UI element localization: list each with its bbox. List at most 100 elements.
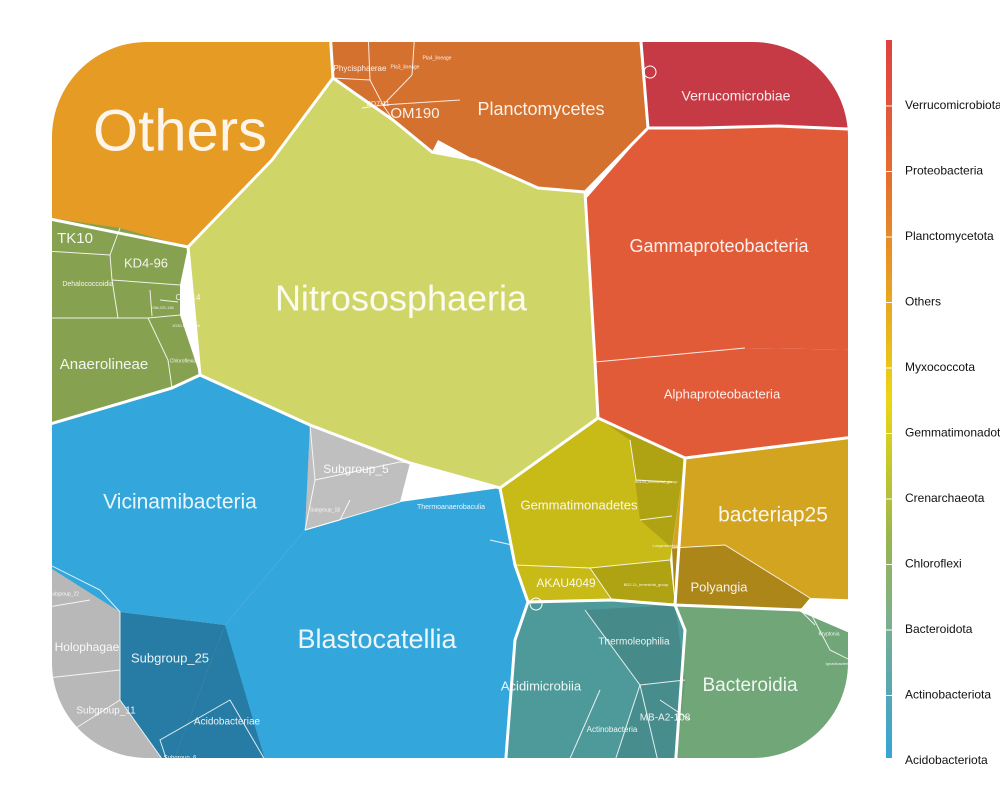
cell-bacteroidia (675, 605, 848, 758)
label-kryptonia: Kryptonia (818, 631, 839, 637)
class-border-17 (639, 515, 673, 521)
cell-vicinamibacteria (52, 375, 310, 625)
cell-shade-gemmatimonadota-3 (598, 418, 685, 548)
treemap-cells (52, 42, 848, 758)
label-thermoleophilia: Thermoleophilia (598, 637, 670, 648)
legend-label-crenarchaeota: Crenarchaeota (905, 491, 985, 505)
label-planctomycetes: Planctomycetes (477, 99, 604, 119)
phylum-border-6 (498, 457, 687, 607)
phylum-border-0 (52, 42, 335, 249)
class-border-23 (314, 461, 401, 481)
label-bd7-11: BD7-11 (366, 101, 389, 108)
label-verrucomicrobiae: Verrucomicrobiae (682, 88, 791, 104)
class-border-15 (589, 567, 613, 601)
label-subgroup-18: Subgroup_18 (310, 507, 340, 513)
phylum-border-10 (799, 598, 848, 612)
class-border-8 (111, 279, 181, 286)
label-blastocatellia: Blastocatellia (297, 624, 457, 654)
legend-label-gemmatimonadota: Gemmatimonadota (905, 426, 1000, 440)
label-alphaproteobacteria: Alphaproteobacteria (664, 386, 781, 401)
label-phycisphaerae: Phycisphaerae (334, 64, 387, 73)
cell-others (52, 42, 333, 247)
label-holophagae: Holophagae (55, 640, 120, 654)
class-border-34 (639, 679, 686, 686)
cell-shade-myxococcota-5 (672, 545, 810, 610)
cell-labels: Others Verrucomicrobiae Planctomycetes OM19… (49, 55, 852, 758)
class-border-2 (332, 77, 461, 106)
cell-shade-actinobacteriota-7 (612, 680, 685, 758)
class-border-tiny-cell-2 (529, 597, 543, 611)
label-longimicrobia: Longimicrobia (653, 543, 679, 548)
label-thermoanaerobaculia: Thermoanaerobaculia (417, 504, 485, 511)
phylum-border-9 (673, 604, 687, 758)
legend-label-planctomycetota: Planctomycetota (905, 229, 994, 243)
class-border-32 (489, 539, 513, 546)
cell-shade-actinobacteriota-6 (585, 605, 685, 685)
cell-polyangia (672, 545, 810, 610)
legend-label-bacteroidota: Bacteroidota (905, 622, 973, 636)
label-bacteroidia: Bacteroidia (702, 675, 797, 696)
class-border-4 (382, 74, 413, 106)
phylum-border-5 (52, 373, 201, 432)
class-border-25 (304, 499, 351, 531)
label-gammaproteobacteria: Gammaproteobacteria (629, 236, 809, 256)
class-border-31 (159, 699, 266, 758)
cell-acidimicrobiia (505, 600, 685, 758)
label-myxococcia: Myxococcia (814, 606, 846, 612)
label-pla4-lineage: Pla4_lineage (423, 55, 452, 61)
cell-gammaproteobacteria (585, 126, 848, 362)
label-acidimicrobiia: Acidimicrobiia (501, 678, 582, 693)
class-border-6 (109, 227, 121, 319)
label-acidobacteriae: Acidobacteriae (194, 717, 261, 728)
class-border-37 (659, 699, 691, 721)
cell-pla3-lineage (368, 42, 415, 105)
label-olb14: OLB14 (176, 293, 201, 302)
label-subgroup-5: Subgroup_5 (323, 462, 389, 476)
label-subgroup-22: Subgroup_22 (49, 591, 79, 597)
label-anaerolineae: Anaerolineae (60, 356, 148, 373)
label-nitrososphaeria: Nitrososphaeria (275, 278, 528, 319)
legend-label-proteobacteria: Proteobacteria (905, 164, 983, 178)
cell-subgroup-25 (120, 612, 225, 758)
legend-label-acidobacteriota: Acidobacteriota (905, 753, 988, 767)
class-border-26 (399, 489, 413, 503)
label-vicinamibacteria: Vicinamibacteria (103, 491, 257, 514)
phylum-border-7 (503, 601, 530, 758)
label-kd4-96: KD4-96 (124, 255, 168, 270)
label-ignavibacteria: Ignavibacteria (826, 661, 852, 666)
cell-shade-acidobacteriota-0 (305, 425, 410, 530)
phylum-border-2 (648, 124, 848, 132)
label-subgroup-11: Subgroup_11 (76, 706, 136, 717)
class-border-35 (639, 684, 661, 758)
label-jg30-kf-cm66: JG30-KF-CM66 (172, 323, 201, 328)
cell-tk10 (52, 215, 120, 255)
phylum-border-1 (332, 42, 650, 194)
cell-blastocatellia (170, 488, 528, 758)
class-border-3 (367, 42, 371, 81)
cell-shade-acidobacteriota-2 (120, 612, 265, 758)
legend-label-chloroflexi: Chloroflexi (905, 557, 962, 571)
cell-shade-gemmatimonadota-4 (590, 560, 675, 605)
label-gitt-gs-136: Gitt-GS-136 (152, 305, 174, 310)
cell-bacteriap25 (672, 435, 848, 600)
class-border-9 (52, 314, 181, 319)
cell-akau4049 (515, 565, 612, 602)
class-border-19 (809, 611, 848, 671)
cell-bd2-11-terrestrial-group (590, 560, 675, 605)
phylum-borders (52, 42, 848, 758)
class-border-13 (594, 347, 746, 363)
cell-olb14 (112, 280, 180, 318)
legend-label-others: Others (905, 295, 941, 309)
cell-dehalococcoidia (52, 250, 118, 318)
legend-colorbar (886, 40, 892, 758)
legend-label-myxococcota: Myxococcota (905, 360, 975, 374)
cell-om190 (383, 100, 460, 152)
label-tk10: TK10 (57, 230, 93, 247)
class-border-7 (52, 249, 111, 256)
class-border-36 (564, 689, 601, 758)
cell-planctomycetes (438, 42, 648, 192)
class-border-5 (411, 42, 416, 76)
label-bacteriap25: bacteriap25 (718, 504, 828, 527)
phylum-border-4 (186, 246, 599, 490)
